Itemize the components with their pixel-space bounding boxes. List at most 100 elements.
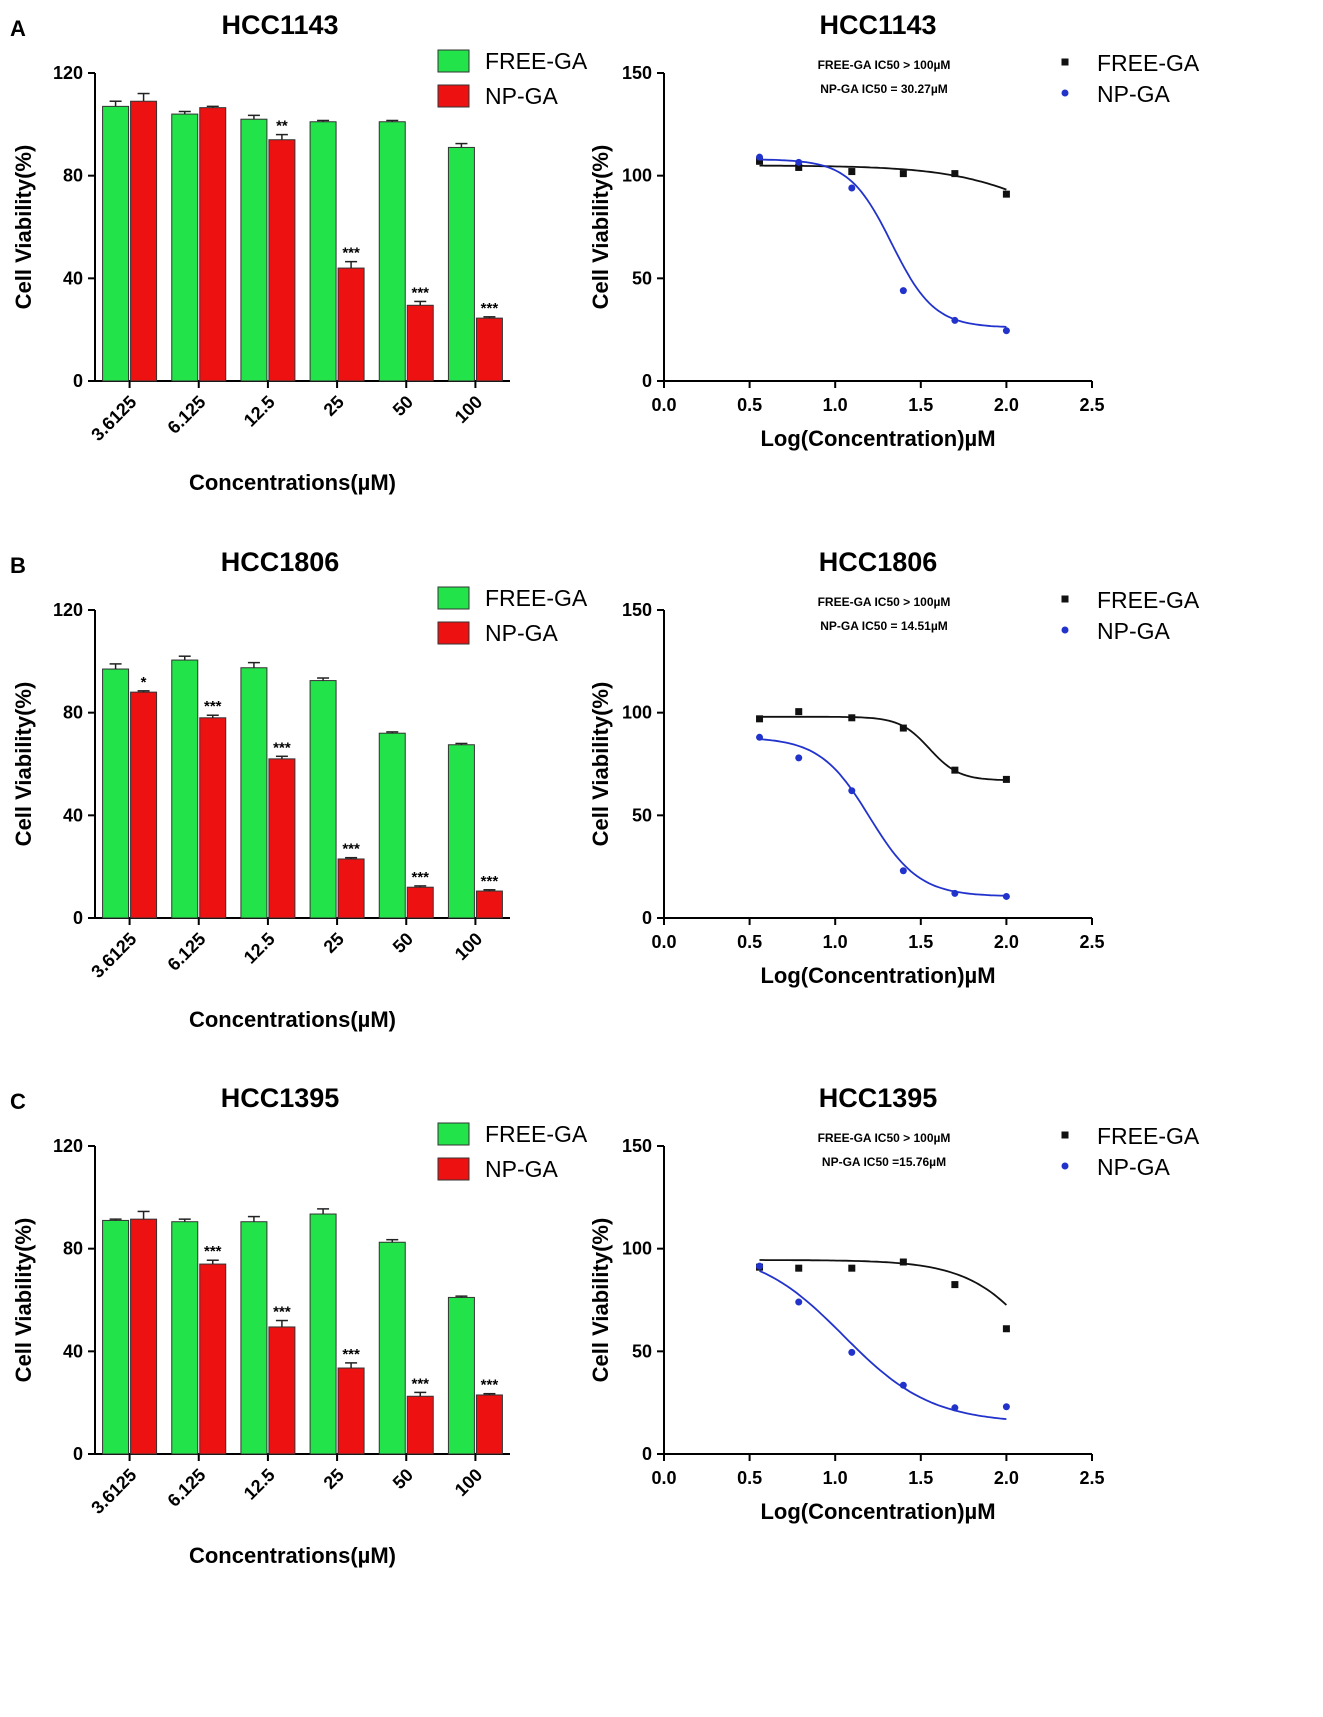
data-point-np-ga bbox=[1002, 1403, 1010, 1411]
bar-np-ga bbox=[130, 1218, 158, 1455]
x-axis-label: Concentrations(µM) bbox=[189, 1543, 396, 1568]
x-axis-label: Log(Concentration)µM bbox=[760, 426, 995, 451]
y-tick-label: 150 bbox=[622, 1136, 652, 1156]
x-tick-label: 2.0 bbox=[994, 395, 1019, 415]
x-tick-label: 25 bbox=[320, 392, 348, 420]
data-point-free-ga bbox=[899, 170, 907, 178]
fit-curve-free-ga bbox=[759, 1259, 1008, 1306]
y-axis-label: Cell Viability(%) bbox=[588, 682, 613, 847]
significance-marker: *** bbox=[204, 698, 222, 715]
legend-label: NP-GA bbox=[1097, 618, 1171, 644]
bar-np-ga bbox=[268, 1326, 296, 1455]
significance-marker: *** bbox=[204, 1243, 222, 1260]
y-axis-label: Cell Viability(%) bbox=[11, 1218, 36, 1383]
x-tick-label: 0.0 bbox=[651, 932, 676, 952]
data-point-np-ga bbox=[756, 1262, 764, 1270]
data-point-np-ga bbox=[951, 889, 959, 897]
data-point-free-ga bbox=[1002, 775, 1010, 783]
y-tick-label: 50 bbox=[632, 1341, 652, 1361]
y-axis-label: Cell Viability(%) bbox=[11, 682, 36, 847]
y-tick-label: 120 bbox=[53, 1136, 83, 1156]
ic50-annotation: NP-GA IC50 =15.76µM bbox=[822, 1155, 946, 1169]
bar-free-ga bbox=[378, 121, 406, 382]
bar-free-ga bbox=[102, 105, 130, 382]
x-tick-label: 6.125 bbox=[164, 1465, 210, 1511]
data-point-free-ga bbox=[1002, 1325, 1010, 1333]
bar-free-ga bbox=[309, 680, 337, 919]
fit-curve-np-ga bbox=[759, 158, 1007, 328]
ic50-annotation: FREE-GA IC50 > 100µM bbox=[818, 1131, 951, 1145]
data-point-np-ga bbox=[848, 184, 856, 192]
panel-letter: C bbox=[10, 1089, 26, 1114]
x-tick-label: 50 bbox=[389, 929, 417, 957]
bar-np-ga bbox=[406, 886, 434, 919]
legend-swatch-free-ga bbox=[437, 49, 470, 73]
y-tick-label: 100 bbox=[622, 166, 652, 186]
chart-title: HCC1806 bbox=[221, 547, 340, 577]
bar-free-ga bbox=[171, 1221, 199, 1455]
ic50-annotation: FREE-GA IC50 > 100µM bbox=[818, 595, 951, 609]
bar-chart-A: A HCC1143 0 40 80 120 Cell Viability(%) Concent… bbox=[10, 10, 588, 495]
y-tick-label: 100 bbox=[622, 1239, 652, 1259]
fit-curve-np-ga bbox=[759, 1270, 1007, 1420]
bar-np-ga bbox=[268, 139, 296, 382]
y-tick-label: 80 bbox=[63, 1239, 83, 1259]
x-tick-label: 6.125 bbox=[164, 392, 210, 438]
x-tick-label: 100 bbox=[451, 929, 486, 964]
y-tick-label: 0 bbox=[73, 908, 83, 928]
data-point-np-ga bbox=[899, 287, 907, 295]
legend-swatch-free-ga bbox=[437, 586, 470, 610]
bar-free-ga bbox=[378, 732, 406, 919]
data-point-np-ga bbox=[848, 787, 856, 795]
x-tick-label: 2.0 bbox=[994, 932, 1019, 952]
data-point-free-ga bbox=[951, 766, 959, 774]
y-tick-label: 0 bbox=[642, 908, 652, 928]
x-tick-label: 1.0 bbox=[823, 395, 848, 415]
bar-np-ga bbox=[475, 1394, 503, 1455]
bar-np-ga bbox=[406, 304, 434, 382]
bar-np-ga bbox=[199, 107, 227, 382]
chart-title: HCC1395 bbox=[221, 1083, 340, 1113]
bar-np-ga bbox=[337, 858, 365, 919]
x-tick-label: 0.5 bbox=[737, 1468, 762, 1488]
data-point-np-ga bbox=[1002, 892, 1010, 900]
data-point-np-ga bbox=[795, 1298, 803, 1306]
bar-np-ga bbox=[199, 717, 227, 919]
y-tick-label: 120 bbox=[53, 63, 83, 83]
chart-title: HCC1143 bbox=[221, 10, 338, 40]
bar-np-ga bbox=[130, 691, 158, 919]
y-tick-label: 80 bbox=[63, 166, 83, 186]
ic50-annotation: FREE-GA IC50 > 100µM bbox=[818, 58, 951, 72]
data-point-np-ga bbox=[1002, 327, 1010, 335]
bar-chart-B: B HCC1806 0 40 80 120 Cell Viability(%) Concent… bbox=[10, 547, 588, 1032]
x-axis-label: Concentrations(µM) bbox=[189, 470, 396, 495]
bar-np-ga bbox=[406, 1395, 434, 1455]
legend-label: FREE-GA bbox=[485, 585, 588, 611]
data-point-np-ga bbox=[795, 158, 803, 166]
data-point-free-ga bbox=[756, 715, 764, 723]
legend-swatch-free-ga bbox=[437, 1122, 470, 1146]
y-axis-label: Cell Viability(%) bbox=[11, 145, 36, 310]
data-point-np-ga bbox=[848, 1348, 856, 1356]
significance-marker: *** bbox=[481, 873, 499, 890]
legend-swatch-np-ga bbox=[437, 621, 470, 645]
bar-free-ga bbox=[171, 113, 199, 382]
legend-swatch-np-ga bbox=[437, 1157, 470, 1181]
bar-free-ga bbox=[378, 1241, 406, 1455]
legend-marker-free-ga bbox=[1061, 595, 1069, 603]
x-tick-label: 1.5 bbox=[908, 395, 933, 415]
y-tick-label: 0 bbox=[73, 371, 83, 391]
y-tick-label: 40 bbox=[63, 805, 83, 825]
y-axis-label: Cell Viability(%) bbox=[588, 1218, 613, 1383]
x-tick-label: 25 bbox=[320, 929, 348, 957]
x-tick-label: 2.5 bbox=[1079, 932, 1104, 952]
legend-marker-free-ga bbox=[1061, 58, 1069, 66]
legend-label: FREE-GA bbox=[1097, 1123, 1200, 1149]
bar-free-ga bbox=[309, 1213, 337, 1455]
chart-title: HCC1395 bbox=[819, 1083, 938, 1113]
data-point-free-ga bbox=[899, 724, 907, 732]
x-tick-label: 0.5 bbox=[737, 395, 762, 415]
y-tick-label: 50 bbox=[632, 268, 652, 288]
